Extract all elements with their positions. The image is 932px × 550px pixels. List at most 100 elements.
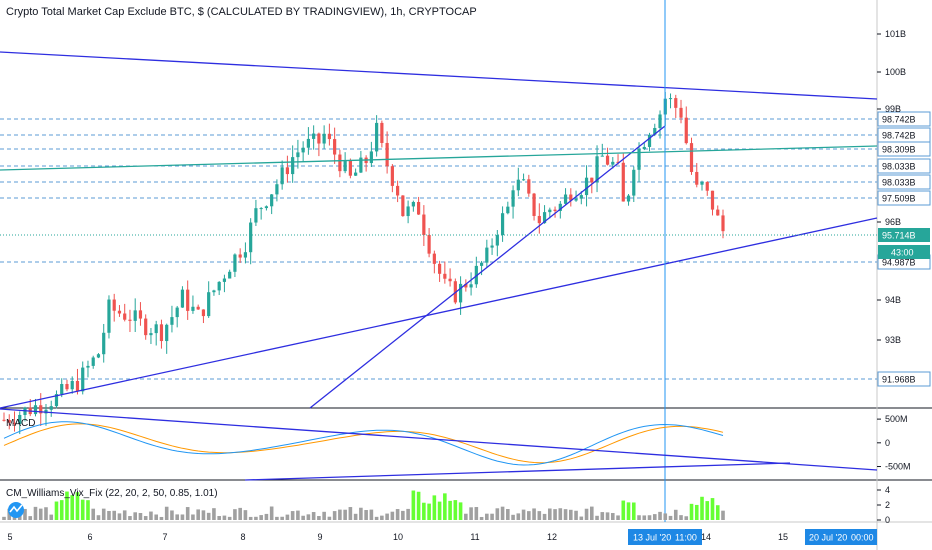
candle-body bbox=[506, 206, 510, 214]
candle-body bbox=[658, 114, 662, 128]
horizontal-resistance-line bbox=[0, 145, 878, 171]
chart-title: Crypto Total Market Cap Exclude BTC, $ (… bbox=[6, 6, 477, 18]
y-tick-label: 96B bbox=[885, 217, 901, 227]
macd-y-tick-label: 0 bbox=[885, 438, 890, 448]
candle-body bbox=[275, 184, 279, 195]
vix-bar bbox=[306, 514, 311, 520]
vix-bar bbox=[49, 514, 54, 520]
vix-bar bbox=[485, 513, 489, 520]
candle-body bbox=[458, 283, 463, 303]
candle-body bbox=[710, 190, 715, 210]
candle-body bbox=[579, 195, 583, 199]
vix-bar bbox=[553, 509, 557, 520]
current-price-label: 95.714B bbox=[882, 231, 916, 241]
vix-bar bbox=[700, 496, 704, 520]
candle-body bbox=[175, 307, 179, 318]
candle-body bbox=[65, 384, 69, 390]
candle-body bbox=[359, 157, 363, 173]
candle-body bbox=[479, 262, 484, 266]
vix-bar bbox=[406, 508, 410, 520]
candle-body bbox=[521, 179, 526, 181]
x-tick-label: 5 bbox=[7, 532, 12, 542]
level-label-box bbox=[877, 111, 931, 127]
level-label: 91.968B bbox=[882, 375, 916, 385]
candle-body bbox=[653, 127, 657, 135]
candle-body bbox=[563, 194, 568, 204]
vix-bar bbox=[453, 500, 458, 520]
vix-bar bbox=[233, 509, 237, 520]
vix-y-tick-label: 2 bbox=[885, 500, 890, 510]
tradingview-logo-icon bbox=[9, 504, 23, 513]
candle-body bbox=[684, 117, 688, 144]
candle-body bbox=[401, 195, 405, 217]
vix-bar bbox=[569, 509, 573, 520]
candle-body bbox=[191, 306, 195, 311]
vix-bar bbox=[269, 506, 274, 520]
rising-support-trendline bbox=[309, 125, 666, 409]
vix-bar bbox=[395, 509, 400, 520]
crosshair-time-label: 11:00 bbox=[675, 533, 697, 543]
candle-body bbox=[86, 365, 90, 368]
range-end-tag bbox=[805, 529, 877, 545]
candle-body bbox=[96, 354, 101, 358]
candle-body bbox=[306, 138, 310, 148]
candle-body bbox=[107, 299, 111, 333]
candle-body bbox=[574, 198, 578, 201]
vix-bar bbox=[170, 510, 174, 520]
vix-bar bbox=[164, 506, 169, 520]
candle-body bbox=[149, 333, 153, 336]
vix-bar bbox=[107, 510, 111, 520]
candle-body bbox=[338, 154, 342, 172]
candle-body bbox=[54, 394, 59, 407]
vix-bar bbox=[238, 507, 242, 520]
vix-bar bbox=[626, 502, 631, 520]
candle-body bbox=[159, 324, 164, 342]
candle-body bbox=[548, 209, 552, 213]
vix-bar bbox=[537, 511, 542, 520]
x-tick-label: 8 bbox=[240, 532, 245, 542]
candle-body bbox=[621, 162, 625, 202]
vix-bar bbox=[353, 513, 358, 520]
candle-body bbox=[642, 146, 646, 150]
vix-bar bbox=[642, 515, 647, 520]
vix-bar bbox=[521, 509, 526, 520]
candle-body bbox=[411, 201, 415, 207]
vix-bar bbox=[705, 501, 710, 520]
candle-body bbox=[721, 215, 725, 232]
vix-bar bbox=[464, 513, 468, 520]
candle-body bbox=[590, 177, 594, 183]
vix-bar bbox=[101, 508, 106, 520]
vix-bar bbox=[117, 513, 122, 520]
candle-body bbox=[91, 357, 95, 366]
current-price-tag bbox=[878, 228, 930, 242]
candle-body bbox=[647, 134, 652, 147]
vix-bar bbox=[248, 516, 253, 520]
macd-y-tick-label: -500M bbox=[885, 462, 911, 472]
vix-bar bbox=[479, 516, 484, 520]
vix-bar bbox=[338, 509, 342, 520]
vix-bar bbox=[416, 491, 421, 520]
candle-body bbox=[81, 367, 85, 392]
candle-body bbox=[600, 155, 604, 157]
vix-bar bbox=[385, 513, 389, 520]
vix-bar bbox=[495, 508, 500, 520]
candle-body bbox=[705, 182, 709, 191]
vix-bar bbox=[196, 509, 200, 520]
vix-bar bbox=[180, 514, 185, 520]
macd-signal-line bbox=[3, 423, 724, 464]
vix-bar bbox=[128, 516, 132, 520]
candle-body bbox=[422, 214, 426, 235]
candle-body bbox=[668, 98, 673, 100]
range-end-time-label: 00:00 bbox=[851, 533, 874, 543]
vix-bar bbox=[652, 514, 657, 520]
candle-body bbox=[18, 414, 22, 424]
x-tick-label: 14 bbox=[701, 532, 711, 542]
candle-body bbox=[123, 313, 127, 320]
candle-body bbox=[495, 235, 499, 246]
vix-bar bbox=[44, 507, 48, 520]
vix-bar bbox=[191, 514, 195, 520]
vix-bar bbox=[2, 516, 6, 520]
candle-body bbox=[264, 206, 269, 209]
level-label: 98.742B bbox=[882, 131, 916, 141]
